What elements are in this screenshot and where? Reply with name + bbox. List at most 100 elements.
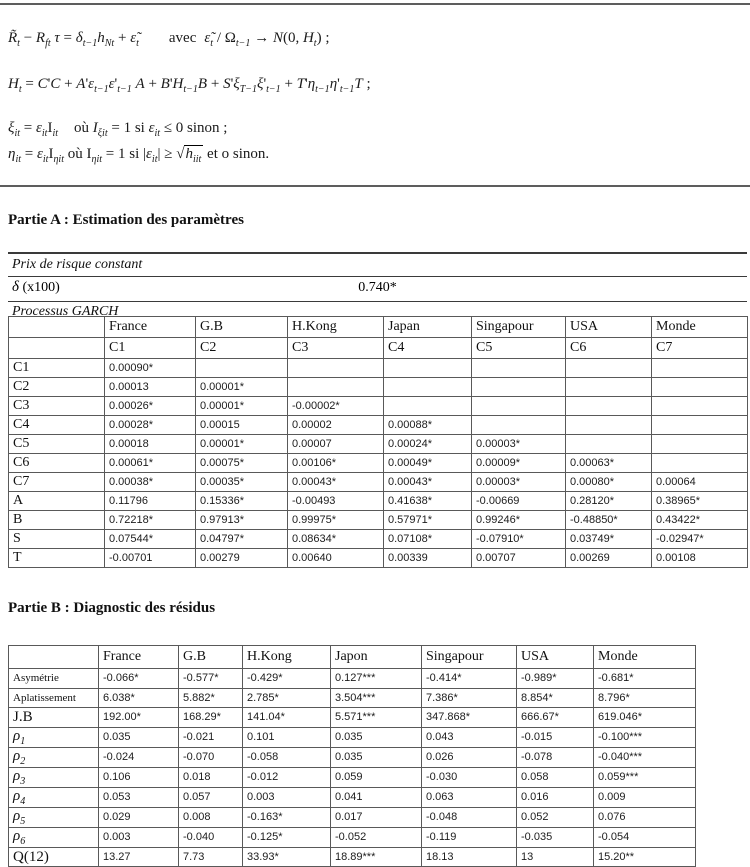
value-cell: 18.13 [421,846,517,867]
corner-cell [8,337,105,359]
corner-cell [8,645,99,669]
value-cell: 0.00043* [383,472,472,492]
value-cell: 13.27 [98,846,179,867]
value-cell: 0.00075* [195,453,288,473]
table-row: S 0.07544* 0.04797* 0.08634* 0.07108* -0.0791… [8,529,748,549]
row-label: Asymétrie [8,668,99,689]
row-label: C3 [8,396,105,416]
column-header: Singapour [421,645,517,669]
value-cell: 0.035 [330,726,422,748]
value-cell: -0.015 [516,726,594,748]
column-header: France [104,316,196,338]
value-cell: -0.02947* [651,529,748,549]
column-header: C4 [383,337,472,359]
value-cell [287,377,384,397]
row-label: ρ4 [8,786,99,808]
value-cell: 0.029 [98,806,179,828]
row-label: A [8,491,105,511]
value-cell: -0.00669 [471,491,566,511]
value-cell: 0.00009* [471,453,566,473]
part-b-title: Partie B : Diagnostic des résidus [8,600,216,616]
value-cell: 0.99975* [287,510,384,530]
row-label: S [8,529,105,549]
value-cell: -0.100*** [593,726,696,748]
value-cell: -0.070 [178,746,243,768]
value-cell [471,415,566,435]
value-cell: 0.00063* [565,453,652,473]
value-cell: -0.00493 [287,491,384,511]
value-cell [565,377,652,397]
table-row: C1 0.00090* [8,358,748,378]
value-cell: 0.003 [242,786,331,808]
value-cell: -0.00002* [287,396,384,416]
value-cell: 0.97913* [195,510,288,530]
column-header: C7 [651,337,748,359]
value-cell: -0.163* [242,806,331,828]
table-row: ρ4 0.053 0.057 0.003 0.041 0.063 0.016 0.009 [8,786,696,808]
value-cell: 0.00049* [383,453,472,473]
value-cell [651,434,748,454]
value-cell: -0.681* [593,668,696,689]
value-cell: 5.882* [178,687,243,709]
value-cell: 0.00015 [195,415,288,435]
header-row: C1 C2 C3 C4 C5 C6 C7 [8,337,748,359]
column-header: Monde [593,645,696,669]
value-cell: -0.024 [98,746,179,768]
value-cell: -0.125* [242,826,331,848]
column-header: H.Kong [287,316,384,338]
value-cell [651,377,748,397]
value-cell: 0.43422* [651,510,748,530]
value-cell: 0.72218* [104,510,196,530]
value-cell: 347.868* [421,707,517,728]
value-cell: -0.429* [242,668,331,689]
value-cell: 0.041 [330,786,422,808]
value-cell: 0.00640 [287,548,384,568]
value-cell: 0.15336* [195,491,288,511]
value-cell: 0.127*** [330,668,422,689]
value-cell: -0.040 [178,826,243,848]
value-cell: 0.00038* [104,472,196,492]
row-label: Q(12) [8,846,99,867]
value-cell: 0.017 [330,806,422,828]
value-cell: 0.00013 [104,377,196,397]
value-cell [565,434,652,454]
row-label: B [8,510,105,530]
column-header: C1 [104,337,196,359]
value-cell: 0.00001* [195,434,288,454]
value-cell: 0.00001* [195,396,288,416]
row-label: ρ5 [8,806,99,828]
value-cell: 0.38965* [651,491,748,511]
value-cell: 0.052 [516,806,594,828]
value-cell [565,396,652,416]
value-cell [651,396,748,416]
delta-value: 0.740* [358,280,397,295]
table-row: C7 0.00038* 0.00035* 0.00043* 0.00043* 0.0000… [8,472,748,492]
value-cell [471,396,566,416]
value-cell: -0.012 [242,766,331,788]
row-label: C5 [8,434,105,454]
value-cell: 0.00003* [471,434,566,454]
table-row: C5 0.00018 0.00001* 0.00007 0.00024* 0.00003* [8,434,748,454]
residual-diagnostics-table: France G.B H.Kong Japon Singapour USA Monde Asy… [8,645,696,867]
value-cell: 0.043 [421,726,517,748]
value-cell: 0.00043* [287,472,384,492]
value-cell: -0.414* [421,668,517,689]
row-label: C2 [8,377,105,397]
column-header: France [98,645,179,669]
column-header: C6 [565,337,652,359]
value-cell: 0.07544* [104,529,196,549]
header-row: France G.B H.Kong Japon Singapour USA Monde [8,645,696,669]
value-cell: 0.00064 [651,472,748,492]
value-cell: 0.00269 [565,548,652,568]
value-cell: 0.101 [242,726,331,748]
column-header: USA [565,316,652,338]
column-header: C2 [195,337,288,359]
value-cell: 0.035 [330,746,422,768]
value-cell: 0.57971* [383,510,472,530]
value-cell: 0.00026* [104,396,196,416]
table-row: ρ5 0.029 0.008 -0.163* 0.017 -0.048 0.052 0.076 [8,806,696,828]
value-cell: -0.989* [516,668,594,689]
table-row: ρ3 0.106 0.018 -0.012 0.059 -0.030 0.058 0.059*… [8,766,696,788]
value-cell: 168.29* [178,707,243,728]
